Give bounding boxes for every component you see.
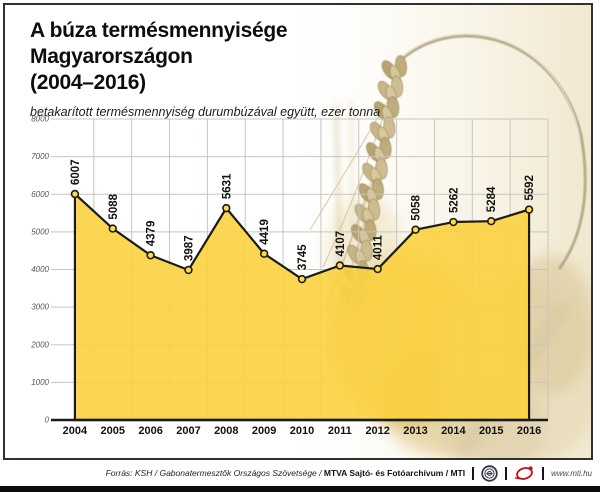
y-axis-tick-label: 3000 xyxy=(31,303,49,312)
footer-divider xyxy=(505,466,508,480)
data-point-marker xyxy=(184,265,193,275)
y-axis-tick-label: 1000 xyxy=(31,378,49,387)
bottom-black-bar xyxy=(0,486,600,492)
year-label: 2006 xyxy=(138,425,162,437)
data-point-marker xyxy=(335,261,345,270)
footer-bar: Forrás: KSH / Gabonatermesztők Országos … xyxy=(3,461,597,485)
website-url: www.mti.hu xyxy=(551,468,592,478)
value-label: 5058 xyxy=(411,195,423,221)
year-label: 2014 xyxy=(441,425,466,437)
y-axis-tick-label: 4000 xyxy=(31,265,49,274)
data-point-marker xyxy=(146,251,155,260)
year-label: 2007 xyxy=(176,425,200,437)
value-label: 5284 xyxy=(486,186,498,212)
chart-svg: 0 1000 2000 3000 4000 5000 6000 7000 8000 6007 200… xyxy=(30,115,549,437)
year-label: 2013 xyxy=(403,425,427,437)
mti-logo-icon xyxy=(514,466,533,480)
data-point-marker xyxy=(108,224,117,233)
mtva-logo-icon xyxy=(481,464,498,482)
year-label: 2016 xyxy=(517,425,541,437)
year-label: 2010 xyxy=(290,425,314,437)
year-label: 2009 xyxy=(252,425,276,437)
data-point-marker xyxy=(487,216,496,226)
value-label: 6007 xyxy=(70,159,82,185)
y-axis-tick-label: 0 xyxy=(45,416,50,425)
wheat-stem-arc xyxy=(401,33,587,270)
value-label: 3987 xyxy=(183,235,195,261)
source-text-bold: MTVA Sajtó- és Fotóarchívum / MTI xyxy=(323,468,466,478)
year-label: 2011 xyxy=(328,425,352,437)
chart-title-line2: (2004–2016) xyxy=(30,71,146,94)
y-axis-tick-label: 2000 xyxy=(30,340,49,349)
value-label: 5262 xyxy=(448,187,460,213)
year-label: 2004 xyxy=(63,425,88,437)
data-point-marker xyxy=(70,189,80,199)
data-point-marker xyxy=(297,274,307,284)
value-label: 3745 xyxy=(297,244,309,270)
data-point-marker xyxy=(449,217,458,227)
footer-divider xyxy=(542,466,545,480)
chart-subtitle: betakarított termésmennyiség durumbúzáva… xyxy=(30,105,381,119)
data-point-marker xyxy=(524,205,534,214)
value-label: 5631 xyxy=(221,173,233,199)
footer-divider xyxy=(472,466,475,480)
value-label: 5088 xyxy=(108,193,120,219)
y-axis-tick-label: 5000 xyxy=(31,227,49,236)
value-label: 5592 xyxy=(524,175,536,201)
chart-title-line1: A búza termésmennyisége Magyarországon xyxy=(30,19,288,68)
data-point-marker xyxy=(411,225,420,234)
data-point-marker xyxy=(373,264,382,274)
value-label: 4419 xyxy=(259,219,271,245)
year-label: 2015 xyxy=(479,425,503,437)
data-point-marker xyxy=(259,249,269,258)
title-block: A búza termésmennyisége Magyarországon (… xyxy=(30,18,450,119)
value-label: 4011 xyxy=(373,235,385,261)
area-series-wheat xyxy=(73,192,531,422)
data-point-marker xyxy=(222,203,231,213)
y-axis-tick-label: 8000 xyxy=(31,115,49,124)
year-label: 2008 xyxy=(214,425,238,437)
y-axis-tick-label: 7000 xyxy=(31,152,49,161)
year-label: 2012 xyxy=(365,425,389,437)
y-axis-tick-label: 6000 xyxy=(31,190,49,199)
value-label: 4107 xyxy=(335,231,347,257)
value-label: 4379 xyxy=(146,221,158,247)
source-text: Forrás: KSH / Gabonatermesztők Országos … xyxy=(105,468,324,478)
chart-frame: 0 1000 2000 3000 4000 5000 6000 7000 8000 6007 200… xyxy=(3,3,593,460)
year-label: 2005 xyxy=(101,425,125,437)
